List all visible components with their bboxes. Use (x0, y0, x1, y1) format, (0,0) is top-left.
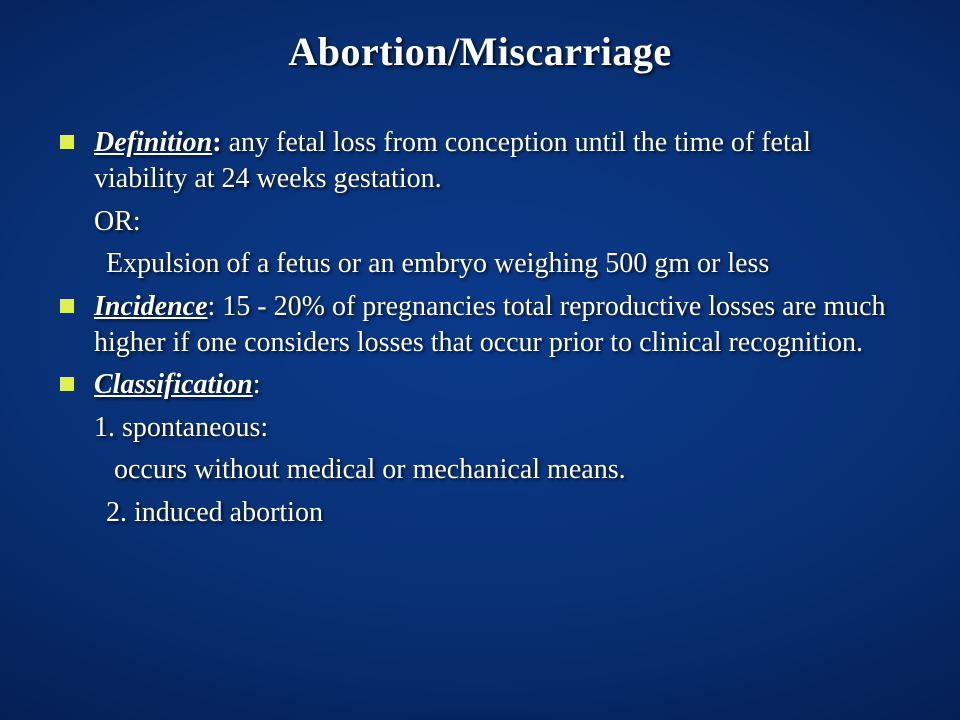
incidence-text: : 15 - 20% of pregnancies total reproduc… (94, 291, 886, 358)
square-bullet-icon (60, 135, 74, 149)
bullet-definition: Definition: any fetal loss from concepti… (60, 125, 900, 198)
or-line: OR: (60, 204, 900, 240)
slide-title: Abortion/Miscarriage (60, 28, 900, 75)
classification-lead: Classification (94, 369, 253, 400)
slide: { "title": "Abortion/Miscarriage", "item… (0, 0, 960, 720)
induced-line: 2. induced abortion (60, 495, 900, 531)
square-bullet-icon (60, 299, 74, 313)
spontaneous-line: 1. spontaneous: (60, 410, 900, 446)
definition-lead: Definition (94, 127, 212, 158)
bullet-incidence: Incidence: 15 - 20% of pregnancies total… (60, 289, 900, 362)
square-bullet-icon (60, 377, 74, 391)
definition-colon: : (212, 127, 228, 158)
incidence-lead: Incidence (94, 291, 208, 322)
classification-colon: : (253, 369, 261, 400)
slide-body: Definition: any fetal loss from concepti… (60, 125, 900, 531)
expulsion-line: Expulsion of a fetus or an embryo weighi… (60, 246, 900, 282)
spontaneous-desc: occurs without medical or mechanical mea… (60, 452, 900, 488)
bullet-classification: Classification: (60, 367, 900, 403)
